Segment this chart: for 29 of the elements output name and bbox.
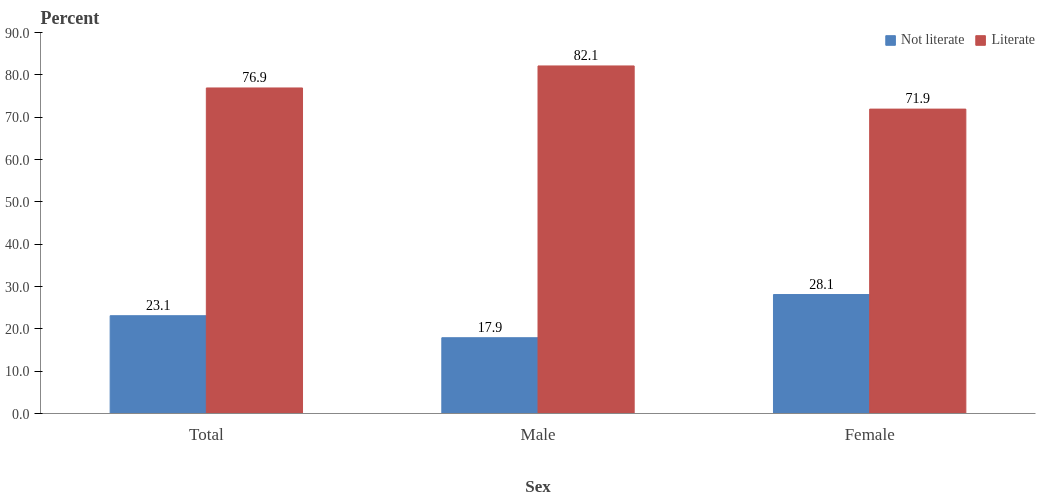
legend-label: Not literate (901, 32, 965, 48)
data-label: 71.9 (905, 91, 931, 107)
data-label: 28.1 (809, 276, 834, 292)
x-tick-label: Male (520, 424, 556, 444)
x-axis-title: Sex (525, 476, 552, 496)
y-tick-label: 20.0 (5, 321, 30, 337)
y-tick-label: 70.0 (5, 110, 30, 126)
y-tick-label: 80.0 (5, 67, 30, 83)
bar (869, 108, 967, 414)
y-tick-label: 30.0 (5, 279, 30, 295)
y-tick-label: 40.0 (5, 237, 30, 253)
data-label: 17.9 (477, 319, 503, 335)
bar (205, 87, 304, 414)
y-tick-label: 0.0 (12, 406, 30, 422)
bar (772, 294, 871, 414)
data-label: 82.1 (573, 47, 599, 63)
y-tick-label: 10.0 (5, 364, 30, 380)
y-tick-label: 90.0 (5, 25, 30, 41)
bar (441, 337, 539, 414)
legend-label: Literate (991, 32, 1035, 48)
bar (109, 315, 207, 414)
y-tick-label: 50.0 (5, 194, 30, 210)
y-tick-label: 60.0 (5, 152, 30, 168)
x-tick-label: Female (844, 424, 895, 444)
y-axis-title: Percent (40, 7, 100, 28)
data-label: 76.9 (242, 69, 267, 85)
data-label: 23.1 (145, 297, 171, 313)
bar (537, 65, 635, 414)
x-tick-label: Total (188, 424, 224, 444)
